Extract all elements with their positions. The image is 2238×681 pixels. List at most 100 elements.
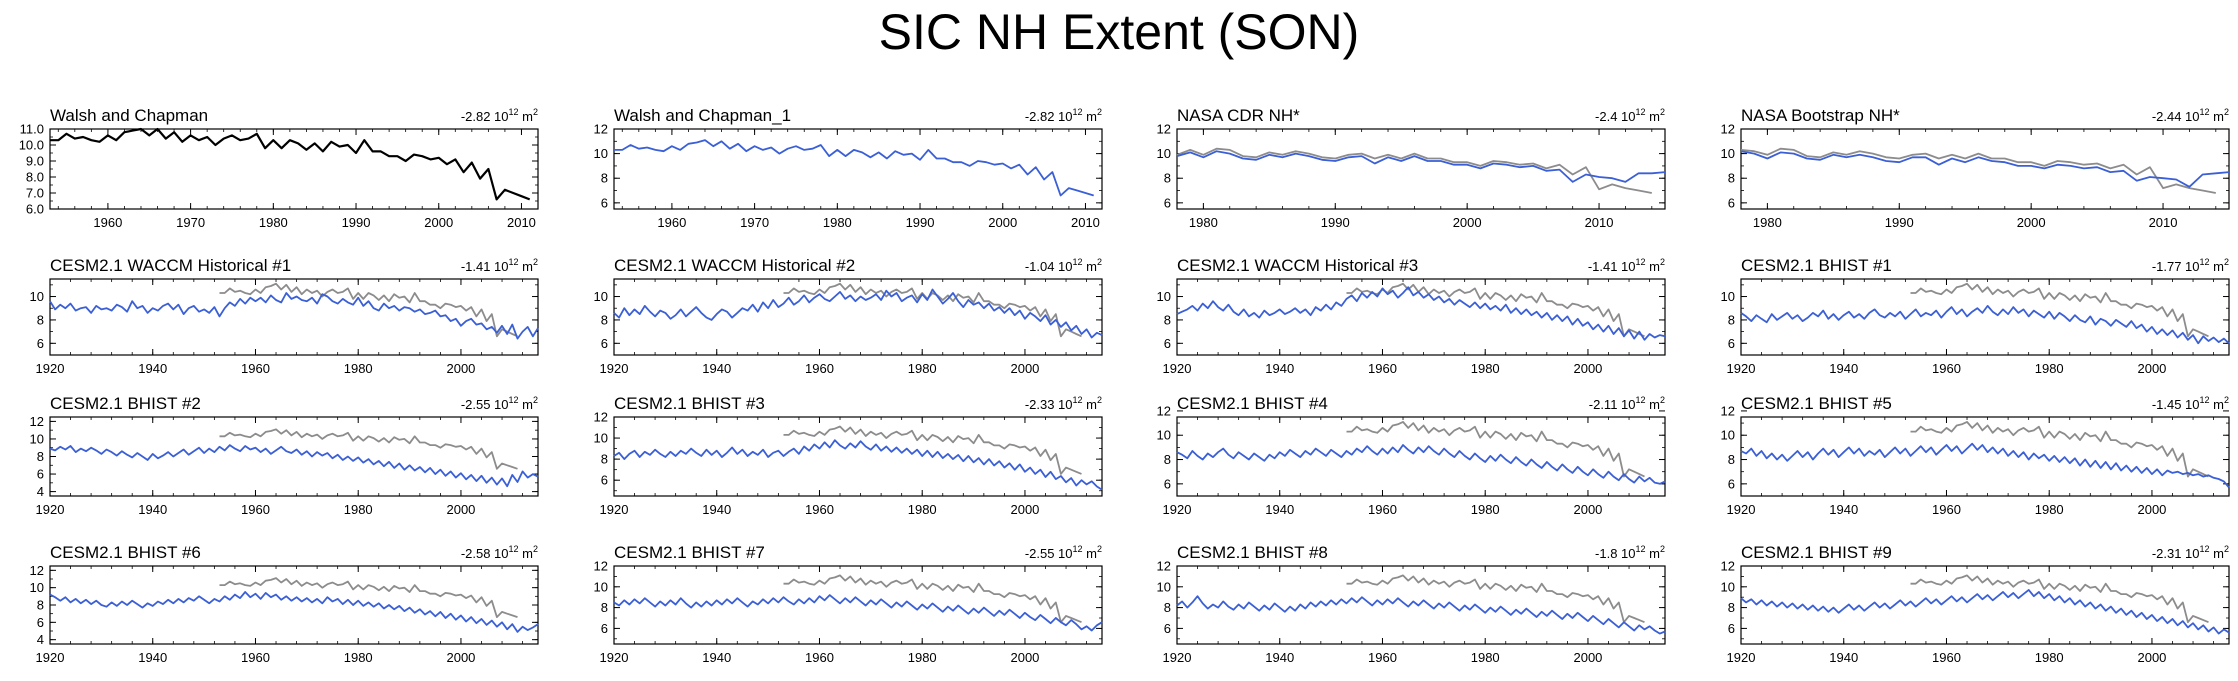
plot-frame <box>49 565 539 645</box>
trend-label: -1.45 1012 m2 <box>2152 395 2229 412</box>
trend-label: -1.41 1012 m2 <box>461 257 538 274</box>
x-tick-label: 2000 <box>2137 502 2166 517</box>
x-tick-label: 1940 <box>1829 650 1858 665</box>
y-tick-label: 9.0 <box>26 154 44 169</box>
x-tick-label: 1980 <box>1189 215 1218 230</box>
series-line-reference <box>1740 147 2216 194</box>
panel-title: CESM2.1 BHIST #4 <box>1177 394 1328 413</box>
trend-label: -2.44 1012 m2 <box>2152 107 2229 124</box>
panel-5: CESM2.1 WACCM Historical #1 -1.41 1012 m2… <box>30 256 539 376</box>
y-tick-label: 8 <box>601 600 608 615</box>
x-tick-label: 1920 <box>36 650 65 665</box>
panel-10: CESM2.1 BHIST #3 -2.33 1012 m2 6 8 10 12 1920 1… <box>594 394 1103 517</box>
main-title: SIC NH Extent (SON) <box>878 4 1360 60</box>
panel-title: CESM2.1 WACCM Historical #1 <box>50 256 291 275</box>
y-tick-label: 8 <box>1728 600 1735 615</box>
x-tick-label: 1980 <box>2035 502 2064 517</box>
x-tick-label: 1940 <box>138 502 167 517</box>
x-tick-label: 1960 <box>657 215 686 230</box>
y-tick-label: 6.0 <box>26 202 44 217</box>
x-tick-label: 2010 <box>1585 215 1614 230</box>
series-line-model <box>1740 304 2230 345</box>
panel-12: CESM2.1 BHIST #5 -1.45 1012 m2 6 8 10 12 1920 1… <box>1721 394 2230 517</box>
x-tick-label: 1920 <box>36 361 65 376</box>
x-tick-label: 1960 <box>1932 361 1961 376</box>
x-tick-label: 2000 <box>446 650 475 665</box>
y-tick-label: 8 <box>37 312 44 327</box>
panel-3: NASA CDR NH* -2.4 1012 m2 6 8 10 12 1980 1990 20… <box>1157 106 1666 230</box>
y-tick-label: 12 <box>1157 559 1171 574</box>
trend-label: -2.33 1012 m2 <box>1025 395 1102 412</box>
x-tick-label: 2010 <box>1071 215 1100 230</box>
x-tick-label: 2000 <box>1573 361 1602 376</box>
y-tick-label: 10 <box>1721 428 1735 443</box>
x-tick-label: 2000 <box>988 215 1017 230</box>
y-tick-label: 10 <box>594 431 608 446</box>
panel-title: CESM2.1 BHIST #9 <box>1741 543 1892 562</box>
x-tick-label: 1940 <box>702 502 731 517</box>
panel-title: CESM2.1 BHIST #1 <box>1741 256 1892 275</box>
x-tick-label: 1980 <box>908 361 937 376</box>
series-line-reference <box>219 282 518 338</box>
panel-title: CESM2.1 BHIST #7 <box>614 543 765 562</box>
panel-title: CESM2.1 WACCM Historical #2 <box>614 256 855 275</box>
y-tick-label: 8 <box>37 449 44 464</box>
x-tick-label: 1920 <box>1727 361 1756 376</box>
series-line-reference <box>783 282 1082 338</box>
panel-title: Walsh and Chapman_1 <box>614 106 791 125</box>
trend-label: -1.04 1012 m2 <box>1025 257 1102 274</box>
x-tick-label: 1960 <box>1368 650 1397 665</box>
y-tick-label: 10 <box>1721 579 1735 594</box>
x-tick-label: 1980 <box>2035 650 2064 665</box>
x-tick-label: 1920 <box>1727 650 1756 665</box>
y-tick-label: 6 <box>601 336 608 351</box>
plot-frame <box>1176 278 1666 356</box>
y-tick-label: 8 <box>1164 312 1171 327</box>
y-tick-label: 8 <box>601 171 608 186</box>
x-tick-label: 1960 <box>1368 502 1397 517</box>
panel-title: NASA Bootstrap NH* <box>1741 106 1900 125</box>
y-tick-label: 12 <box>30 414 44 429</box>
y-tick-label: 10 <box>30 580 44 595</box>
series-line-model <box>49 444 539 488</box>
y-tick-label: 12 <box>30 563 44 578</box>
y-tick-label: 6 <box>1728 476 1735 491</box>
x-tick-label: 1980 <box>823 215 852 230</box>
plot-frame <box>1740 416 2230 497</box>
x-tick-label: 1940 <box>138 361 167 376</box>
trend-label: -1.41 1012 m2 <box>1588 257 1665 274</box>
x-tick-label: 1980 <box>908 502 937 517</box>
x-tick-label: 1990 <box>342 215 371 230</box>
trend-label: -2.82 1012 m2 <box>1025 107 1102 124</box>
y-tick-label: 10 <box>594 146 608 161</box>
x-tick-label: 1940 <box>138 650 167 665</box>
y-tick-label: 8 <box>1728 171 1735 186</box>
x-tick-label: 1980 <box>1471 361 1500 376</box>
y-tick-label: 6 <box>37 467 44 482</box>
x-tick-label: 1970 <box>740 215 769 230</box>
x-tick-label: 1920 <box>600 650 629 665</box>
y-tick-label: 10 <box>30 431 44 446</box>
x-tick-label: 1920 <box>1163 650 1192 665</box>
y-tick-label: 6 <box>601 473 608 488</box>
x-tick-label: 1920 <box>600 361 629 376</box>
series-line-model <box>1740 442 2230 489</box>
x-tick-label: 1940 <box>702 361 731 376</box>
x-tick-label: 1980 <box>344 650 373 665</box>
x-tick-label: 1940 <box>1265 361 1294 376</box>
trend-label: -2.58 1012 m2 <box>461 544 538 561</box>
x-tick-label: 1920 <box>1163 361 1192 376</box>
plot-frame <box>49 416 539 497</box>
panel-title: CESM2.1 BHIST #8 <box>1177 543 1328 562</box>
x-tick-label: 1980 <box>344 361 373 376</box>
x-tick-label: 1940 <box>1829 361 1858 376</box>
x-tick-label: 1940 <box>1265 650 1294 665</box>
y-tick-label: 6 <box>37 336 44 351</box>
trend-label: -2.4 1012 m2 <box>1595 107 1665 124</box>
x-tick-label: 1960 <box>1932 502 1961 517</box>
x-tick-label: 1980 <box>2035 361 2064 376</box>
x-tick-label: 1920 <box>600 502 629 517</box>
x-tick-label: 2000 <box>1010 502 1039 517</box>
panel-title: CESM2.1 BHIST #6 <box>50 543 201 562</box>
